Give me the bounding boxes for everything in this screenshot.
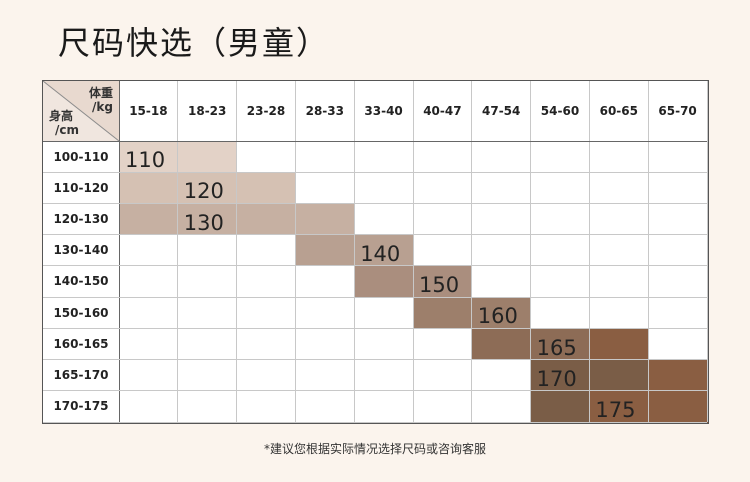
height-header-label: 身高 [49,109,74,123]
height-range-header: 110-120 [53,180,109,195]
grid-line-vertical [353,81,355,422]
grid-line-horizontal [43,359,707,361]
height-header: 身高 /cm [49,109,79,137]
weight-header: 体重 /kg [83,86,113,114]
height-range-header: 140-150 [53,274,109,289]
weight-range-header: 28-33 [305,104,344,118]
size-zone-cell [471,328,532,361]
weight-range-header: 60-65 [599,104,638,118]
height-range-header: 120-130 [53,212,109,227]
weight-range-header: 15-18 [129,104,168,118]
size-zone-cell [236,203,296,236]
height-range-header: 130-140 [53,243,109,258]
size-zone-cell [354,265,414,298]
weight-header-unit: /kg [92,100,113,114]
height-range-header: 100-110 [53,149,109,164]
weight-header-label: 体重 [88,86,113,100]
size-zone-cell [295,203,355,236]
size-label: 140 [360,241,401,266]
weight-range-header: 40-47 [423,104,462,118]
size-zone-cell [530,390,590,423]
size-zone-cell [413,297,473,329]
size-zone-cell [648,390,708,423]
grid-line-vertical [236,81,238,422]
grid-line-horizontal [43,421,707,423]
grid-line-horizontal [43,390,707,392]
size-zone-cell [119,203,179,236]
size-zone-cell [471,297,532,329]
size-zone-cell [177,172,238,205]
size-zone-cell [236,172,296,205]
size-zone-cell [648,359,708,392]
grid-line-vertical [294,81,296,422]
page-title: 尺码快选（男童） [58,24,331,62]
grid-line-vertical [588,81,590,422]
size-label: 160 [477,304,518,329]
size-label: 165 [536,335,577,360]
size-zone-cell [354,234,414,267]
size-zone-cell [177,203,238,236]
grid-line-horizontal [43,202,707,204]
grid-line-horizontal [43,327,707,329]
size-zone-cell [413,265,473,298]
size-zone-cell [530,359,590,392]
grid-line-vertical [471,81,473,422]
size-label: 170 [536,366,577,391]
size-zone-cell [589,359,649,392]
weight-range-header: 23-28 [246,104,286,118]
grid-line-horizontal [43,265,707,267]
size-label: 110 [125,148,166,173]
size-zone-cell [295,234,355,267]
size-zone-cell [530,328,590,361]
grid-line-vertical [706,81,708,422]
footnote: *建议您根据实际情况选择尺码或咨询客服 [263,442,486,456]
height-header-unit: /cm [55,123,79,137]
grid-line-horizontal [43,171,707,173]
weight-range-header: 47-54 [482,104,521,118]
grid-line-horizontal [43,296,707,298]
size-zone-cell [119,141,179,173]
size-label: 150 [419,273,460,298]
size-chart-table: 体重 /kg 身高 /cm 110 120 130 140 150 160 165 170 17… [42,80,709,424]
height-range-header: 150-160 [53,305,109,320]
height-range-header: 170-175 [53,399,109,414]
size-label: 130 [183,210,224,235]
weight-range-header: 33-40 [364,104,403,118]
weight-range-header: 65-70 [658,104,697,118]
grid-line-vertical [530,81,532,422]
weight-range-header: 54-60 [540,104,580,118]
grid-line-horizontal [43,234,707,236]
size-zone-cell [589,328,649,361]
size-zone-cell [119,172,179,205]
height-range-header: 160-165 [53,336,109,351]
size-label: 175 [595,398,636,422]
grid-line-vertical [412,81,414,422]
grid-line-vertical [647,81,649,422]
grid-line-vertical [118,81,120,422]
size-zone-cell [589,390,649,423]
grid-line-horizontal [43,140,707,142]
header-corner-shade [43,81,119,141]
size-zone-cell [177,141,238,173]
size-label: 120 [183,179,224,204]
weight-range-header: 18-23 [188,104,227,118]
grid-line-vertical [177,81,179,422]
height-range-header: 165-170 [53,368,109,383]
